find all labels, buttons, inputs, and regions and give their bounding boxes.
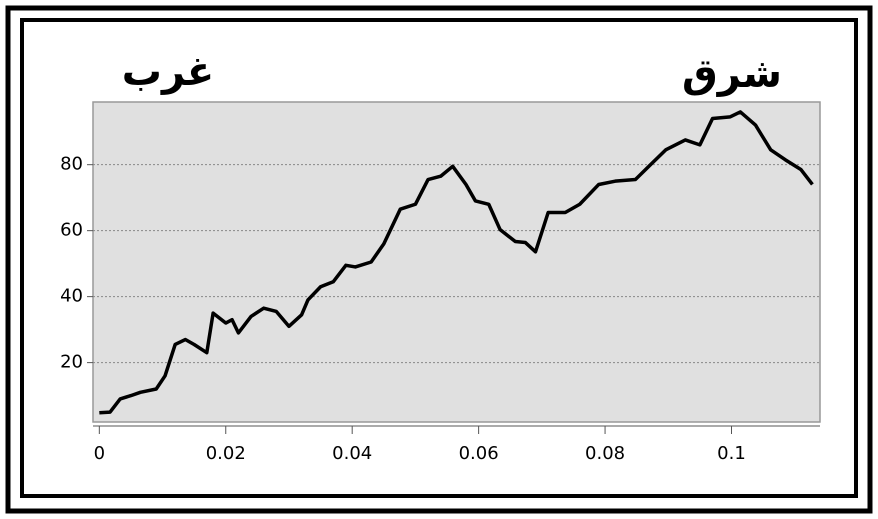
x-tick-label: 0.1	[717, 443, 746, 464]
y-tick-label: 80	[60, 154, 83, 175]
y-tick-label: 20	[60, 352, 83, 373]
annotation-west: غرب	[122, 49, 214, 95]
y-tick-label: 60	[60, 220, 83, 241]
y-tick-label: 40	[60, 286, 83, 307]
x-tick-label: 0	[94, 443, 105, 464]
plot-area	[92, 101, 821, 423]
annotation-east: شرق	[682, 51, 782, 97]
outer-frame	[5, 5, 873, 514]
x-tick-label: 0.08	[585, 443, 625, 464]
x-tick-label: 0.04	[332, 443, 372, 464]
line	[99, 110, 814, 415]
x-tick-label: 0.02	[206, 443, 246, 464]
inner-frame	[20, 18, 858, 498]
x-tick-label: 0.06	[459, 443, 499, 464]
